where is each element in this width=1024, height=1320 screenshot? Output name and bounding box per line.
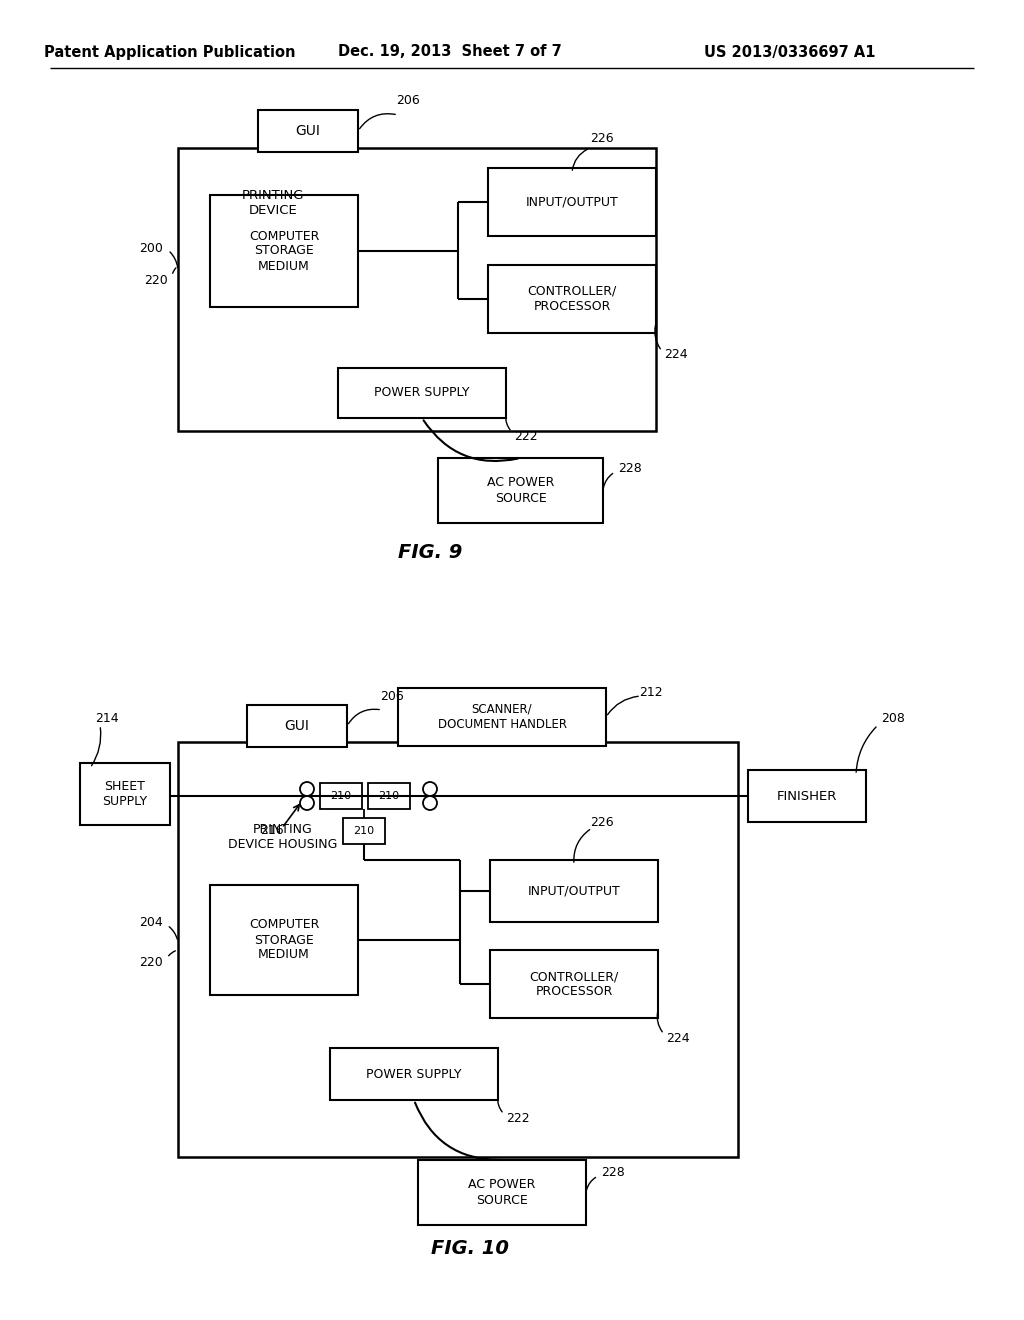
Text: PRINTING
DEVICE: PRINTING DEVICE xyxy=(242,189,304,216)
Text: CONTROLLER/
PROCESSOR: CONTROLLER/ PROCESSOR xyxy=(527,285,616,313)
Text: 216: 216 xyxy=(260,825,284,837)
Text: 208: 208 xyxy=(881,711,905,725)
Circle shape xyxy=(423,781,437,796)
Text: 206: 206 xyxy=(396,94,420,107)
Text: 226: 226 xyxy=(590,816,613,829)
Text: PRINTING
DEVICE HOUSING: PRINTING DEVICE HOUSING xyxy=(228,822,338,851)
Text: POWER SUPPLY: POWER SUPPLY xyxy=(374,387,470,400)
Text: FIG. 9: FIG. 9 xyxy=(397,544,462,562)
Text: 220: 220 xyxy=(139,956,163,969)
Bar xyxy=(490,950,658,1018)
Text: 210: 210 xyxy=(331,791,351,801)
Bar xyxy=(258,110,358,152)
Circle shape xyxy=(300,796,314,810)
Bar xyxy=(330,1048,498,1100)
Text: CONTROLLER/
PROCESSOR: CONTROLLER/ PROCESSOR xyxy=(529,970,618,998)
Bar xyxy=(418,1160,586,1225)
Text: Dec. 19, 2013  Sheet 7 of 7: Dec. 19, 2013 Sheet 7 of 7 xyxy=(338,45,562,59)
Text: INPUT/OUTPUT: INPUT/OUTPUT xyxy=(527,884,621,898)
Text: COMPUTER
STORAGE
MEDIUM: COMPUTER STORAGE MEDIUM xyxy=(249,230,319,272)
Text: 210: 210 xyxy=(353,826,375,836)
Text: COMPUTER
STORAGE
MEDIUM: COMPUTER STORAGE MEDIUM xyxy=(249,919,319,961)
Text: POWER SUPPLY: POWER SUPPLY xyxy=(367,1068,462,1081)
Text: 210: 210 xyxy=(379,791,399,801)
Bar xyxy=(490,861,658,921)
Text: FINISHER: FINISHER xyxy=(777,789,838,803)
Text: 212: 212 xyxy=(639,686,663,700)
Text: GUI: GUI xyxy=(285,719,309,733)
Bar xyxy=(338,368,506,418)
Bar xyxy=(398,688,606,746)
Text: FIG. 10: FIG. 10 xyxy=(431,1238,509,1258)
Text: 222: 222 xyxy=(514,429,538,442)
Text: SCANNER/
DOCUMENT HANDLER: SCANNER/ DOCUMENT HANDLER xyxy=(437,704,566,731)
Text: 228: 228 xyxy=(618,462,642,474)
Text: 224: 224 xyxy=(664,348,688,362)
Bar xyxy=(178,148,656,432)
Text: Patent Application Publication: Patent Application Publication xyxy=(44,45,296,59)
Text: 220: 220 xyxy=(144,275,168,288)
Text: 226: 226 xyxy=(590,132,613,144)
Bar xyxy=(368,783,410,809)
Text: AC POWER
SOURCE: AC POWER SOURCE xyxy=(486,477,554,504)
Text: INPUT/OUTPUT: INPUT/OUTPUT xyxy=(525,195,618,209)
Bar xyxy=(488,265,656,333)
Bar xyxy=(319,783,362,809)
Text: 200: 200 xyxy=(139,242,163,255)
Text: 224: 224 xyxy=(666,1031,689,1044)
Bar xyxy=(178,742,738,1158)
Circle shape xyxy=(300,781,314,796)
Bar xyxy=(748,770,866,822)
Text: US 2013/0336697 A1: US 2013/0336697 A1 xyxy=(705,45,876,59)
Text: 206: 206 xyxy=(380,690,403,704)
Bar xyxy=(247,705,347,747)
Bar xyxy=(438,458,603,523)
Circle shape xyxy=(423,796,437,810)
Text: 228: 228 xyxy=(601,1166,625,1179)
Text: GUI: GUI xyxy=(296,124,321,139)
Bar xyxy=(80,763,170,825)
Text: 214: 214 xyxy=(95,711,119,725)
Text: 204: 204 xyxy=(139,916,163,928)
Text: SHEET
SUPPLY: SHEET SUPPLY xyxy=(102,780,147,808)
Bar xyxy=(210,195,358,308)
Bar xyxy=(343,818,385,843)
Bar xyxy=(488,168,656,236)
Bar xyxy=(210,884,358,995)
Text: AC POWER
SOURCE: AC POWER SOURCE xyxy=(468,1179,536,1206)
Text: 222: 222 xyxy=(506,1111,529,1125)
